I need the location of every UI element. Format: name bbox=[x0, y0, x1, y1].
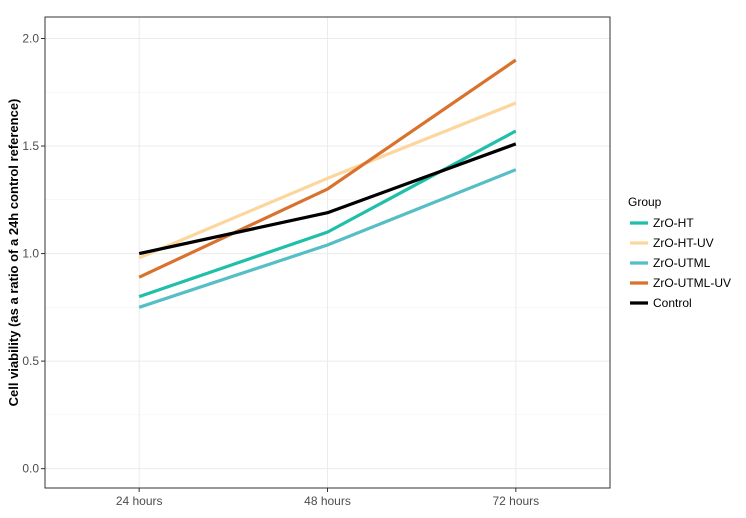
x-tick-label: 24 hours bbox=[116, 494, 163, 508]
series-line-zro-ht bbox=[138, 129, 517, 299]
legend-label-zro-utml-uv: ZrO-UTML-UV bbox=[653, 276, 731, 290]
legend: Group ZrO-HT ZrO-HT-UV ZrO-UTML ZrO-UTML-UV… bbox=[628, 195, 731, 310]
legend-label-control: Control bbox=[653, 296, 692, 310]
y-tick-label: 2.0 bbox=[22, 32, 39, 46]
legend-label-zro-utml: ZrO-UTML bbox=[653, 256, 711, 270]
y-tick-label: 0.5 bbox=[22, 354, 39, 368]
series-line-zro-ht-uv bbox=[138, 101, 517, 260]
y-tick-label: 1.5 bbox=[22, 139, 39, 153]
legend-label-zro-ht-uv: ZrO-HT-UV bbox=[653, 236, 714, 250]
major-gridlines bbox=[45, 17, 610, 488]
series-line-zro-utml-uv bbox=[138, 58, 517, 279]
series-line-zro-utml bbox=[138, 168, 517, 309]
legend-title: Group bbox=[628, 195, 662, 209]
y-tick-label: 0.0 bbox=[22, 462, 39, 476]
y-axis: 0.0 0.5 1.0 1.5 2.0 bbox=[22, 32, 45, 476]
y-axis-title: Cell viability (as a ratio of a 24h cont… bbox=[6, 99, 21, 407]
series-lines bbox=[138, 58, 517, 309]
x-tick-label: 48 hours bbox=[304, 494, 351, 508]
x-tick-label: 72 hours bbox=[492, 494, 539, 508]
x-axis: 24 hours 48 hours 72 hours bbox=[116, 488, 539, 508]
y-tick-label: 1.0 bbox=[22, 247, 39, 261]
legend-label-zro-ht: ZrO-HT bbox=[653, 216, 694, 230]
series-line-control bbox=[138, 142, 517, 256]
